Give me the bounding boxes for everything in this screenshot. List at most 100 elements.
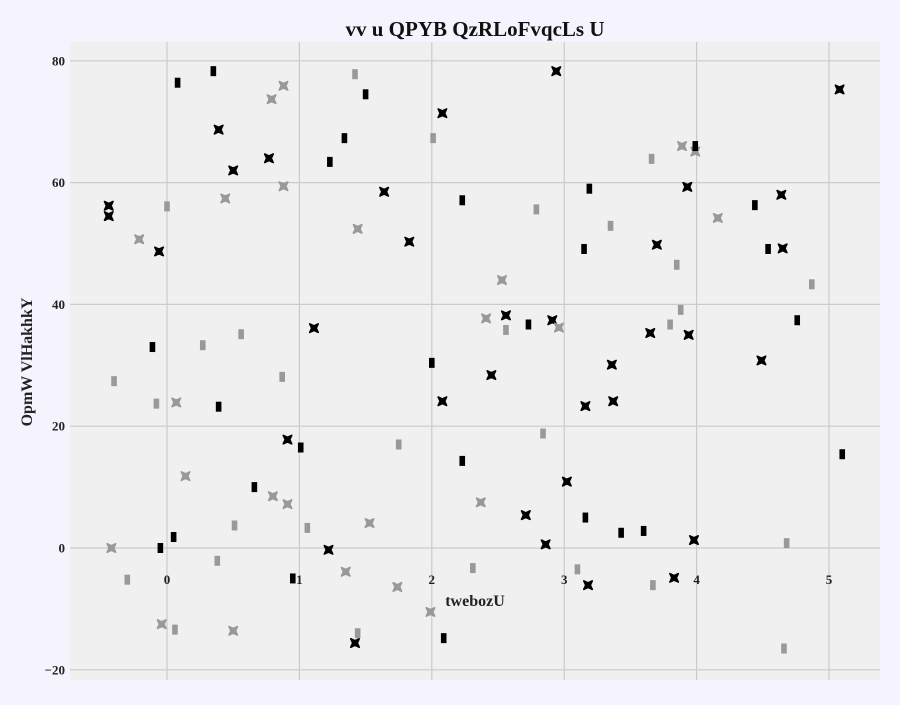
tick-labels: 0 1 2 3 4 5 −20 0 20 40 60 80 — [45, 53, 833, 677]
bar-marker — [362, 89, 369, 100]
bar-marker — [327, 156, 333, 167]
star-marker — [688, 535, 699, 546]
star-marker — [553, 322, 564, 333]
bar-marker — [783, 538, 790, 549]
bar-marker — [238, 329, 244, 340]
star-marker — [481, 313, 492, 324]
star-marker — [669, 572, 680, 583]
star-marker — [561, 476, 572, 487]
star-marker — [228, 625, 239, 636]
star-marker — [496, 275, 508, 286]
bar-marker — [172, 624, 178, 635]
star-marker — [267, 491, 278, 502]
bar-marker — [586, 183, 593, 194]
bar-marker — [199, 340, 206, 351]
chart-title: vv u QPYB QzRLoFvqcLs U — [345, 17, 604, 41]
star-marker — [486, 370, 497, 381]
star-marker — [682, 181, 693, 192]
star-marker — [228, 165, 239, 176]
star-marker — [404, 236, 415, 247]
bar-marker — [430, 133, 436, 144]
bar-marker — [304, 522, 311, 533]
bar-marker — [781, 643, 787, 654]
bar-marker — [540, 428, 546, 439]
bar-marker — [533, 204, 540, 215]
bar-marker — [174, 77, 181, 88]
star-marker — [379, 186, 390, 197]
bar-marker — [149, 342, 156, 353]
star-marker — [278, 181, 289, 192]
y-tick-label: 40 — [52, 297, 65, 312]
y-tick-label: 60 — [52, 175, 65, 190]
bar-marker — [210, 66, 217, 77]
bar-marker — [677, 304, 684, 315]
bar-marker — [395, 439, 402, 450]
bar-marker — [618, 527, 624, 538]
x-tick-label: 1 — [296, 572, 303, 587]
star-marker — [475, 497, 486, 508]
star-marker — [349, 637, 361, 649]
star-marker — [777, 243, 788, 254]
star-marker — [437, 396, 448, 407]
x-tick-label: 5 — [826, 572, 833, 587]
star-marker — [547, 315, 558, 326]
data-points — [103, 66, 846, 654]
bar-marker — [214, 555, 221, 566]
star-marker — [282, 434, 293, 445]
x-axis-label: twebozU — [445, 593, 505, 610]
y-tick-label: −20 — [45, 662, 65, 677]
star-marker — [154, 246, 165, 257]
bar-marker — [164, 201, 170, 212]
star-marker — [171, 397, 182, 408]
bar-marker — [429, 357, 435, 368]
star-marker — [834, 84, 845, 95]
bar-marker — [157, 543, 164, 553]
star-marker — [676, 141, 688, 152]
bar-marker — [459, 195, 466, 206]
star-marker — [500, 310, 511, 321]
bar-marker — [650, 580, 656, 591]
bar-marker — [640, 525, 647, 536]
star-marker — [263, 153, 274, 164]
star-marker — [180, 471, 191, 482]
bar-marker — [352, 69, 358, 80]
star-marker — [683, 329, 694, 340]
star-marker — [425, 606, 436, 617]
x-tick-label: 3 — [561, 572, 568, 587]
bar-marker — [794, 315, 801, 326]
bar-marker — [839, 449, 846, 460]
bar-marker — [279, 371, 285, 382]
bar-marker — [440, 633, 447, 644]
bar-marker — [459, 455, 466, 466]
star-marker — [776, 189, 787, 200]
bar-marker — [752, 200, 758, 211]
x-tick-label: 2 — [429, 572, 436, 587]
bar-marker — [582, 512, 589, 523]
star-marker — [352, 223, 363, 234]
star-marker — [756, 355, 767, 366]
bar-marker — [124, 574, 131, 585]
star-marker — [220, 193, 231, 204]
star-marker — [645, 327, 656, 339]
star-marker — [651, 239, 662, 250]
x-tick-label: 0 — [164, 572, 171, 587]
bar-marker — [607, 220, 614, 231]
star-marker — [551, 66, 562, 77]
bar-marker — [153, 398, 160, 409]
bar-marker — [354, 628, 361, 639]
bar-marker — [667, 319, 673, 330]
bar-marker — [525, 319, 532, 330]
star-marker — [106, 542, 117, 554]
star-marker — [606, 359, 617, 370]
y-tick-label: 80 — [52, 53, 65, 68]
bar-marker — [251, 482, 258, 493]
bar-marker — [470, 563, 476, 574]
bar-marker — [574, 564, 581, 575]
star-marker — [103, 211, 114, 222]
star-marker — [392, 581, 403, 593]
bar-marker — [808, 279, 815, 290]
star-marker — [582, 580, 594, 591]
star-marker — [308, 323, 320, 334]
